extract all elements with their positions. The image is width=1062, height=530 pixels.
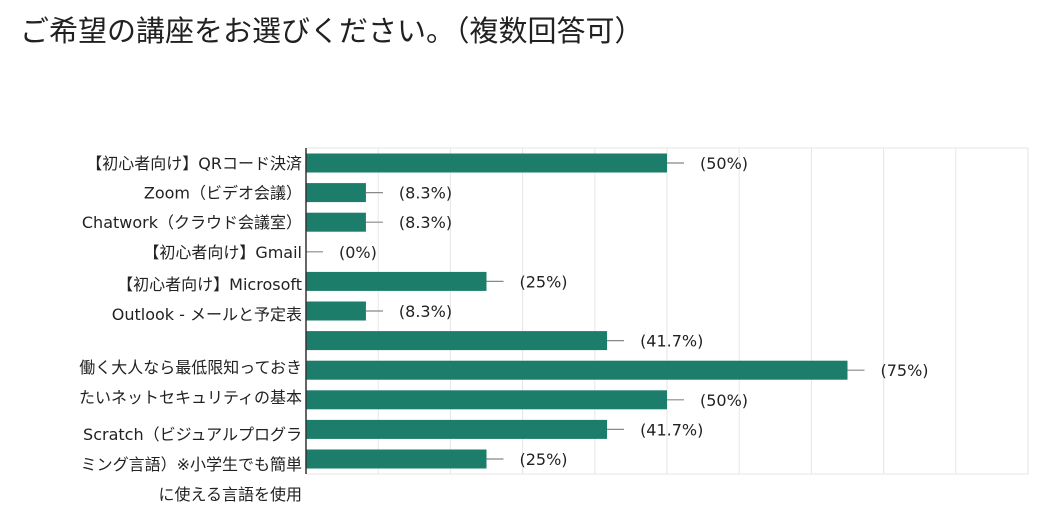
value-label: (50%)	[700, 391, 748, 410]
category-label: Outlook - メールと予定表	[112, 305, 302, 324]
gridlines	[305, 147, 1029, 475]
value-label: (41.7%)	[640, 420, 703, 439]
value-label: (8.3%)	[399, 213, 452, 232]
category-label: たいネットセキュリティの基本	[79, 388, 302, 407]
category-label: Chatwork（クラウド会議室）	[82, 213, 302, 232]
bar	[306, 331, 608, 351]
value-label: (8.3%)	[399, 302, 452, 321]
category-labels: 【初心者向け】QRコード決済 Zoom（ビデオ会議） Chatwork（クラウド会議…	[79, 154, 302, 504]
value-label: (8.3%)	[399, 184, 452, 203]
value-labels: (50%) (8.3%) (8.3%) (0%) (25%) (8.3%) (41.7%) (…	[339, 154, 929, 469]
value-label: (41.7%)	[640, 332, 703, 351]
value-label: (75%)	[881, 361, 929, 380]
value-label: (0%)	[339, 243, 377, 262]
bar	[306, 449, 487, 469]
category-label: 働く大人なら最低限知っておき	[79, 358, 302, 377]
category-label: Scratch（ビジュアルプログラ	[83, 425, 302, 444]
value-label: (25%)	[520, 450, 568, 469]
bar	[306, 301, 366, 321]
bar	[306, 360, 848, 380]
bar	[306, 419, 608, 439]
value-label: (50%)	[700, 154, 748, 173]
bar	[306, 183, 366, 203]
category-label: 【初心者向け】Gmail	[143, 243, 302, 262]
bar	[306, 271, 487, 291]
category-label: 【初心者向け】Microsoft	[117, 275, 302, 294]
category-label: 【初心者向け】QRコード決済	[86, 154, 302, 173]
bar	[306, 153, 667, 173]
category-label: ミング言語）※小学生でも簡単	[81, 455, 302, 474]
bar	[306, 390, 667, 410]
value-label: (25%)	[520, 272, 568, 291]
category-label: に使える言語を使用	[158, 485, 302, 504]
page-title: ご希望の講座をお選びください。（複数回答可）	[20, 14, 644, 48]
bar	[306, 212, 366, 232]
category-label: Zoom（ビデオ会議）	[144, 184, 302, 203]
bars	[305, 148, 865, 474]
